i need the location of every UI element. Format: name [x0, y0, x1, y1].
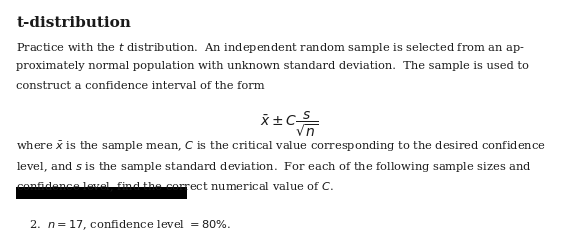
Text: level, and $s$ is the sample standard deviation.  For each of the following samp: level, and $s$ is the sample standard de… — [16, 160, 532, 174]
Text: where $\bar{x}$ is the sample mean, $C$ is the critical value corresponding to t: where $\bar{x}$ is the sample mean, $C$ … — [16, 140, 546, 154]
Text: construct a confidence interval of the form: construct a confidence interval of the f… — [16, 81, 265, 91]
Text: confidence level, find the correct numerical value of $C$.: confidence level, find the correct numer… — [16, 180, 334, 194]
Text: t-distribution: t-distribution — [16, 16, 131, 30]
Text: Practice with the $t$ distribution.  An independent random sample is selected fr: Practice with the $t$ distribution. An i… — [16, 41, 525, 55]
Text: 2.  $n = 17$, confidence level $= 80\%$.: 2. $n = 17$, confidence level $= 80\%$. — [29, 219, 231, 232]
Text: proximately normal population with unknown standard deviation.  The sample is us: proximately normal population with unkno… — [16, 61, 529, 71]
FancyBboxPatch shape — [16, 187, 187, 199]
Text: $\bar{x} \pm C\dfrac{s}{\sqrt{n}}$: $\bar{x} \pm C\dfrac{s}{\sqrt{n}}$ — [261, 110, 318, 139]
